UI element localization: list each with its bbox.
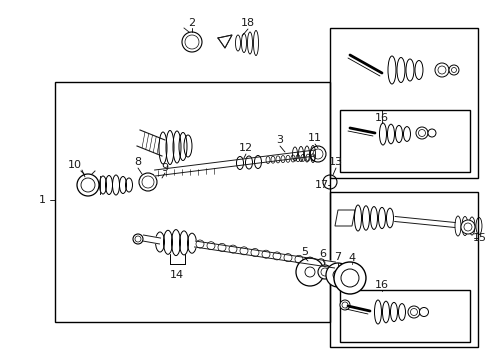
- Text: 7: 7: [334, 252, 341, 262]
- Bar: [55, 82, 329, 322]
- Polygon shape: [394, 216, 454, 228]
- Text: 9: 9: [161, 163, 168, 173]
- Bar: [339, 290, 469, 342]
- Circle shape: [333, 262, 365, 294]
- Text: 10: 10: [68, 160, 82, 170]
- Circle shape: [317, 265, 331, 279]
- Text: 16: 16: [374, 280, 388, 290]
- Text: 2: 2: [188, 18, 195, 28]
- Text: 14: 14: [170, 270, 183, 280]
- Circle shape: [295, 258, 324, 286]
- Bar: [329, 192, 477, 347]
- Text: 4: 4: [348, 253, 355, 263]
- Text: 15: 15: [472, 233, 486, 243]
- Text: 17: 17: [314, 180, 328, 190]
- Bar: [329, 28, 477, 178]
- Circle shape: [325, 263, 349, 287]
- Circle shape: [434, 63, 448, 77]
- Circle shape: [407, 306, 419, 318]
- Circle shape: [415, 127, 427, 139]
- Polygon shape: [334, 210, 354, 226]
- Polygon shape: [137, 130, 164, 156]
- Polygon shape: [194, 241, 335, 268]
- Polygon shape: [218, 35, 231, 48]
- Text: 8: 8: [134, 157, 141, 167]
- Text: 3: 3: [276, 135, 283, 145]
- Text: 1: 1: [39, 195, 45, 205]
- Bar: [339, 110, 469, 172]
- Polygon shape: [142, 235, 160, 244]
- Polygon shape: [154, 150, 315, 176]
- Circle shape: [427, 129, 435, 137]
- Text: 18: 18: [241, 18, 255, 28]
- Text: 13: 13: [328, 157, 342, 167]
- Circle shape: [460, 220, 474, 234]
- Circle shape: [339, 300, 349, 310]
- Text: 12: 12: [239, 143, 252, 153]
- Circle shape: [419, 307, 427, 316]
- Text: 11: 11: [307, 133, 321, 143]
- Circle shape: [448, 65, 458, 75]
- Text: 6: 6: [319, 249, 326, 259]
- Text: 5: 5: [301, 247, 308, 257]
- Text: 16: 16: [374, 113, 388, 123]
